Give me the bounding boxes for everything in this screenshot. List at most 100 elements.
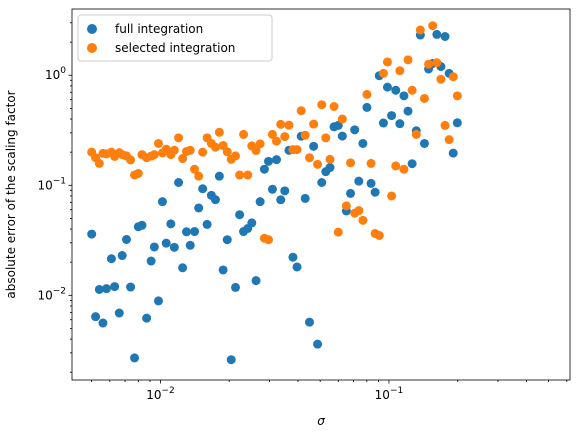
data-point-selected-integration [198, 147, 208, 157]
ticks-layer: 10−2 10−1 10−2 10−1 100 [37, 22, 568, 402]
data-point-full-integration [210, 195, 220, 205]
data-point-full-integration [178, 263, 188, 273]
data-point-full-integration [222, 235, 232, 245]
data-point-selected-integration [276, 119, 286, 129]
data-point-selected-integration [419, 93, 429, 103]
legend-label-selected-integration: selected integration [115, 41, 235, 55]
data-point-selected-integration [440, 120, 450, 130]
plot-frame [71, 8, 571, 381]
legend-box [77, 14, 273, 62]
data-point-full-integration [126, 282, 136, 292]
data-point-selected-integration [444, 135, 454, 145]
data-point-full-integration [255, 197, 265, 207]
y-tick-label: 100 [45, 66, 66, 82]
data-point-full-integration [432, 29, 442, 39]
data-point-full-integration [407, 159, 417, 169]
data-point-full-integration [114, 308, 124, 318]
data-point-selected-integration [382, 57, 392, 67]
data-point-selected-integration [149, 150, 159, 160]
data-point-full-integration [142, 313, 152, 323]
data-point-selected-integration [362, 89, 372, 99]
data-point-full-integration [137, 220, 147, 230]
data-point-full-integration [117, 251, 127, 261]
data-point-full-integration [267, 184, 277, 194]
data-point-selected-integration [222, 147, 232, 157]
data-point-full-integration [91, 312, 101, 322]
data-point-selected-integration [395, 66, 405, 76]
data-point-full-integration [288, 252, 298, 262]
data-point-selected-integration [305, 153, 314, 163]
data-point-full-integration [218, 265, 228, 275]
data-point-selected-integration [374, 230, 384, 240]
data-point-full-integration [121, 234, 131, 244]
x-tick-label: 10−2 [146, 386, 175, 402]
data-point-full-integration [251, 276, 261, 286]
data-point-full-integration [110, 282, 120, 292]
data-point-full-integration [182, 227, 192, 237]
data-point-selected-integration [337, 114, 347, 124]
data-point-selected-integration [231, 151, 240, 161]
data-point-full-integration [395, 119, 405, 129]
data-point-selected-integration [321, 133, 331, 143]
data-point-selected-integration [267, 129, 277, 139]
data-point-selected-integration [194, 171, 204, 181]
data-point-selected-integration [300, 130, 310, 140]
data-point-full-integration [325, 163, 335, 173]
data-point-selected-integration [424, 59, 434, 69]
data-point-full-integration [346, 188, 356, 198]
data-point-full-integration [272, 155, 282, 165]
data-point-selected-integration [317, 100, 327, 110]
legend-marker-selected-integration [87, 43, 97, 53]
data-point-selected-integration [296, 106, 306, 116]
data-point-full-integration [174, 178, 184, 187]
data-point-selected-integration [251, 146, 261, 156]
data-point-full-integration [300, 193, 310, 203]
data-point-selected-integration [432, 58, 442, 68]
data-point-selected-integration [185, 145, 195, 155]
data-point-full-integration [169, 242, 179, 252]
data-point-selected-integration [415, 25, 425, 35]
data-point-selected-integration [174, 133, 184, 143]
data-point-selected-integration [280, 132, 290, 142]
data-point-selected-integration [153, 138, 163, 148]
data-point-full-integration [350, 125, 360, 135]
data-point-selected-integration [263, 235, 273, 245]
data-point-full-integration [166, 219, 176, 229]
data-point-full-integration [161, 238, 171, 248]
data-point-full-integration [247, 218, 257, 228]
data-point-full-integration [387, 111, 397, 121]
data-point-full-integration [185, 240, 195, 250]
data-point-full-integration [226, 355, 236, 365]
data-point-selected-integration [94, 158, 104, 168]
data-point-full-integration [190, 227, 200, 237]
data-point-selected-integration [341, 201, 351, 211]
data-point-full-integration [313, 339, 323, 349]
data-point-selected-integration [391, 161, 401, 171]
data-point-selected-integration [448, 72, 458, 82]
data-point-selected-integration [378, 68, 388, 78]
data-point-selected-integration [407, 85, 417, 95]
data-point-selected-integration [399, 164, 409, 174]
data-point-selected-integration [313, 159, 323, 169]
data-point-full-integration [452, 118, 462, 128]
data-point-full-integration [370, 187, 380, 197]
data-point-selected-integration [243, 170, 253, 180]
data-point-selected-integration [272, 136, 282, 146]
data-point-full-integration [391, 85, 401, 95]
legend: full integration selected integration [77, 14, 273, 62]
data-point-selected-integration [239, 129, 249, 139]
points-layer [87, 21, 462, 365]
data-point-selected-integration [452, 91, 462, 101]
data-point-selected-integration [178, 154, 188, 164]
data-point-full-integration [440, 32, 450, 41]
data-point-full-integration [194, 203, 204, 213]
data-point-full-integration [305, 317, 314, 327]
data-point-selected-integration [387, 191, 397, 201]
y-tick-label: 10−2 [37, 286, 66, 302]
data-point-full-integration [276, 195, 286, 205]
data-point-selected-integration [292, 145, 302, 155]
data-point-full-integration [94, 284, 104, 294]
legend-label-full-integration: full integration [115, 22, 203, 36]
data-point-selected-integration [354, 206, 364, 216]
data-point-full-integration [214, 171, 224, 181]
